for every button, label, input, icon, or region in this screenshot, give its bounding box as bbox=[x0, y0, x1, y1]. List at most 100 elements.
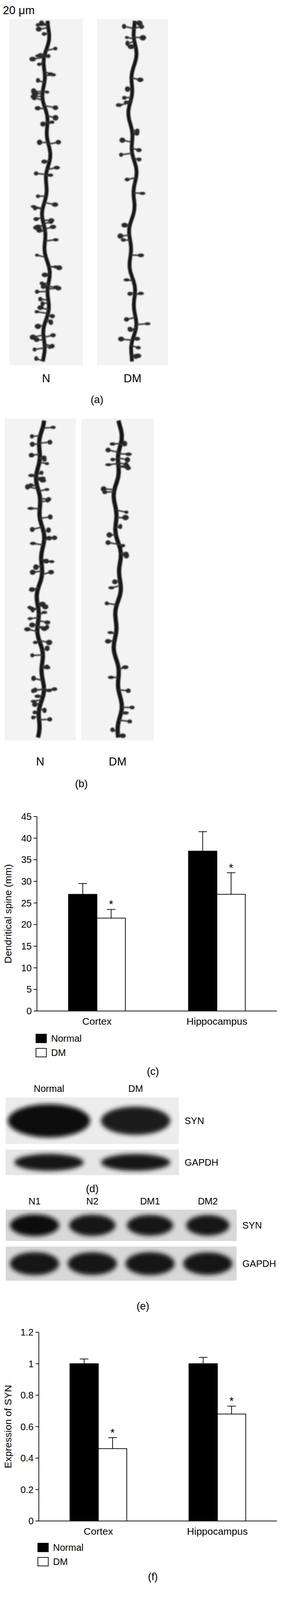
error-stem bbox=[202, 832, 204, 852]
spine-head bbox=[45, 527, 51, 534]
row-label: SYN bbox=[242, 1220, 262, 1232]
significance-mark: * bbox=[108, 898, 114, 912]
bar bbox=[217, 1414, 246, 1522]
error-bar bbox=[108, 1438, 117, 1450]
spine-head bbox=[29, 541, 36, 546]
spine-head bbox=[37, 477, 43, 481]
spine-head bbox=[124, 317, 130, 322]
spine-head bbox=[28, 587, 36, 593]
spine-head bbox=[139, 191, 146, 195]
lane-label: DM1 bbox=[140, 1196, 160, 1207]
spine-head bbox=[107, 675, 115, 680]
spine-head bbox=[124, 510, 129, 515]
spine-head bbox=[36, 62, 42, 66]
blot-strip bbox=[5, 1210, 237, 1242]
band bbox=[126, 1215, 174, 1237]
spine-head bbox=[135, 346, 142, 350]
spine-head bbox=[33, 640, 38, 645]
micrograph bbox=[81, 418, 154, 741]
spine-head bbox=[49, 224, 56, 230]
dendrite-shaft bbox=[128, 20, 137, 362]
tick bbox=[33, 838, 37, 840]
spine-head bbox=[50, 333, 56, 338]
spine-head bbox=[27, 507, 35, 511]
spine-head bbox=[29, 442, 36, 448]
spine-head bbox=[121, 222, 128, 228]
spine-head bbox=[48, 570, 54, 576]
spine-head bbox=[33, 564, 39, 571]
spine-head bbox=[52, 115, 59, 121]
spine-head bbox=[105, 463, 112, 467]
tick bbox=[33, 903, 37, 905]
spine-head bbox=[55, 286, 62, 291]
spine-head bbox=[136, 20, 143, 26]
spine-head bbox=[47, 439, 53, 445]
spine-head bbox=[124, 457, 131, 463]
tick-label: 0.6 bbox=[20, 1422, 34, 1433]
tick bbox=[35, 1490, 39, 1491]
category-label: Hippocampus bbox=[186, 1526, 248, 1538]
spine-head bbox=[133, 337, 141, 341]
spine-head bbox=[102, 490, 107, 495]
spine-head bbox=[105, 639, 112, 645]
spine-head bbox=[119, 137, 125, 143]
tick-label: 0 bbox=[26, 1006, 32, 1017]
spine-head bbox=[45, 639, 53, 646]
error-stem bbox=[203, 1357, 205, 1365]
spine-head bbox=[34, 310, 40, 314]
dendrite bbox=[29, 20, 63, 362]
spine-head bbox=[38, 20, 45, 27]
error-cap bbox=[198, 1357, 208, 1359]
spine-head bbox=[28, 452, 35, 458]
row-label: SYN bbox=[184, 1116, 205, 1127]
legend-swatch bbox=[35, 1034, 47, 1044]
spine-head bbox=[33, 217, 40, 222]
spine-head bbox=[139, 35, 147, 41]
band bbox=[9, 1252, 60, 1277]
spine-head bbox=[29, 434, 34, 439]
spine-head bbox=[33, 205, 38, 211]
spine-head bbox=[134, 353, 142, 359]
spine-head bbox=[40, 301, 45, 307]
band bbox=[125, 1252, 175, 1277]
spine-head bbox=[122, 665, 129, 670]
spine-head bbox=[53, 166, 60, 170]
row-label: GAPDH bbox=[184, 1157, 219, 1169]
tick-label: 45 bbox=[21, 811, 32, 823]
micrograph bbox=[9, 18, 83, 366]
band bbox=[100, 1107, 170, 1136]
band bbox=[100, 1154, 170, 1172]
spine-head bbox=[34, 106, 41, 111]
legend-swatch bbox=[37, 1544, 49, 1553]
spine-head bbox=[44, 665, 50, 670]
image-label: N bbox=[42, 372, 51, 385]
spine-head bbox=[144, 322, 151, 326]
spine-head bbox=[32, 702, 38, 708]
spine-head bbox=[35, 54, 42, 58]
tick bbox=[35, 1427, 39, 1429]
tick-label: 0.4 bbox=[20, 1453, 34, 1465]
spine-head bbox=[55, 140, 61, 145]
spine-head bbox=[109, 442, 116, 446]
spine-head bbox=[48, 560, 55, 564]
spine-head bbox=[41, 611, 48, 614]
spine-head bbox=[31, 715, 36, 720]
spine-head bbox=[30, 607, 35, 613]
spine-head bbox=[30, 94, 37, 99]
tick bbox=[33, 816, 37, 818]
spine-head bbox=[35, 227, 43, 233]
image-label: DM bbox=[123, 372, 142, 385]
spine-head bbox=[35, 194, 41, 199]
spine-head bbox=[52, 535, 58, 541]
image-label: DM bbox=[108, 755, 127, 769]
spine-head bbox=[122, 514, 129, 521]
spine-head bbox=[24, 627, 31, 632]
spine-head bbox=[136, 157, 142, 162]
spine-head bbox=[47, 514, 53, 520]
spine-head bbox=[122, 23, 127, 29]
significance-mark: * bbox=[110, 1427, 115, 1440]
spine-head bbox=[125, 452, 133, 456]
spine-head bbox=[137, 292, 144, 296]
legend-swatch bbox=[35, 1048, 47, 1058]
bar-chart: 00.20.40.60.811.2Expression of SYNCortex… bbox=[2, 1327, 277, 1584]
